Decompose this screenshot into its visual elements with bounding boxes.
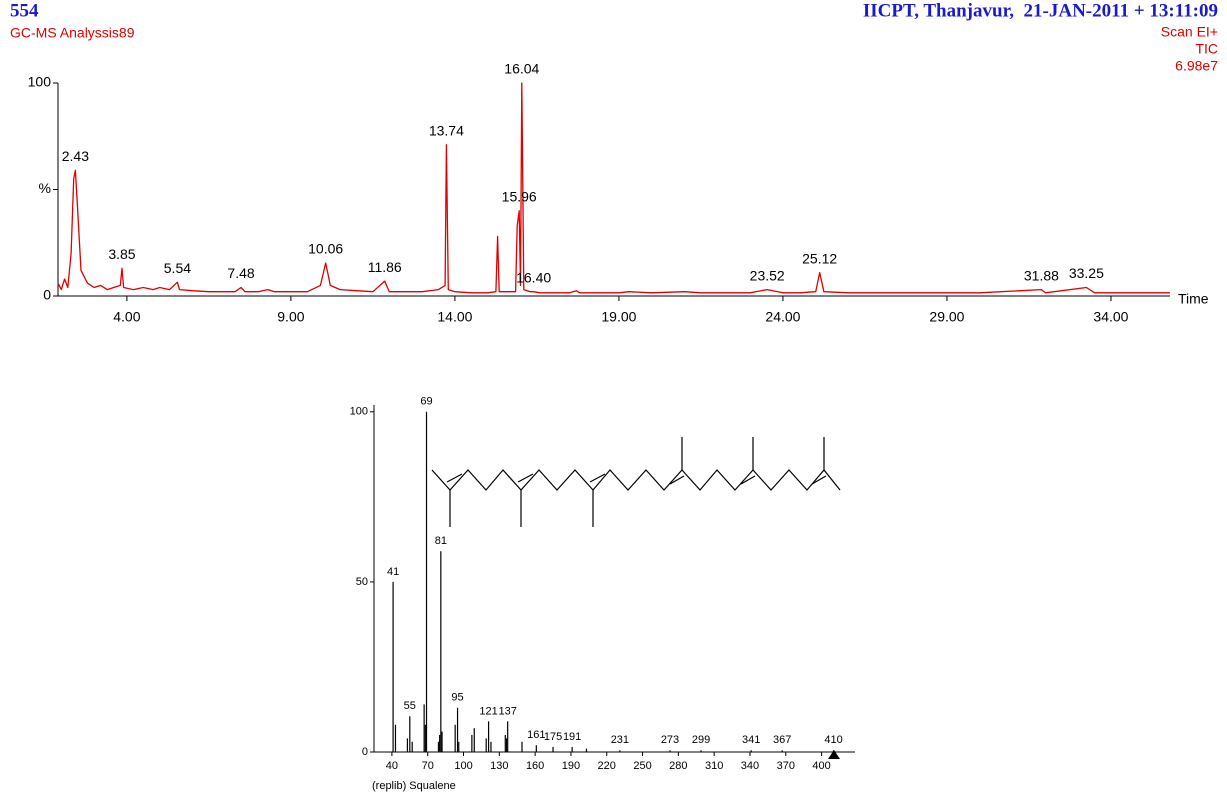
x-tick-label: 400 xyxy=(812,760,830,772)
x-tick-label: 310 xyxy=(705,760,723,772)
x-tick-label: 24.00 xyxy=(765,309,800,325)
peak-label: 231 xyxy=(611,734,629,746)
x-tick-label: 14.00 xyxy=(437,309,472,325)
peak-label: 10.06 xyxy=(308,241,343,257)
x-axis-label: Time xyxy=(1178,291,1209,307)
peak-label: 191 xyxy=(563,731,581,743)
x-tick-label: 70 xyxy=(422,760,434,772)
peak-label: 341 xyxy=(742,734,760,746)
peak-label: 175 xyxy=(544,731,562,743)
x-tick-label: 130 xyxy=(490,760,508,772)
peak-label: 16.04 xyxy=(504,61,539,77)
y-tick-label: 0 xyxy=(43,287,51,303)
double-bond xyxy=(446,473,463,483)
peak-label: 11.86 xyxy=(368,259,402,275)
y-tick-label: 50 xyxy=(356,576,368,588)
peak-label: 16.40 xyxy=(516,269,551,285)
peak-label: 23.52 xyxy=(750,267,785,283)
scan-info: Scan EI+ xyxy=(1161,24,1218,40)
y-tick-label: 100 xyxy=(28,74,52,90)
peak-label: 25.12 xyxy=(802,250,837,266)
double-bond xyxy=(589,473,606,483)
x-tick-label: 4.00 xyxy=(113,309,140,325)
y-tick-label: 0 xyxy=(362,746,368,758)
x-tick-label: 220 xyxy=(598,760,616,772)
peak-label: 410 xyxy=(824,734,842,746)
parent-ion-marker xyxy=(828,750,840,759)
sample-id: 554 xyxy=(10,0,39,21)
y-tick-label: 100 xyxy=(350,406,368,418)
x-tick-label: 29.00 xyxy=(929,309,964,325)
peak-label: 3.85 xyxy=(108,246,135,262)
peak-label: 2.43 xyxy=(62,148,89,164)
molecule-structure xyxy=(431,437,841,527)
peak-label: 5.54 xyxy=(164,260,191,276)
double-bond xyxy=(811,475,827,485)
chart-title: IICPT, Thanjavur, 21-JAN-2011 + 13:11:09 xyxy=(863,0,1218,21)
chart-subtitle: GC-MS Analyssis89 xyxy=(10,25,135,41)
x-tick-label: 40 xyxy=(386,760,398,772)
peak-label: 41 xyxy=(387,566,399,578)
peak-label: 15.96 xyxy=(502,189,537,205)
y-tick-label: % xyxy=(39,180,51,196)
peak-label: 367 xyxy=(773,734,791,746)
peak-label: 161 xyxy=(527,729,545,741)
caption: (replib) Squalene xyxy=(372,780,456,792)
x-tick-label: 370 xyxy=(777,760,795,772)
peak-label: 121 xyxy=(479,705,497,717)
peak-label: 299 xyxy=(692,734,710,746)
peak-label: 273 xyxy=(661,734,679,746)
x-tick-label: 160 xyxy=(526,760,544,772)
peak-label: 69 xyxy=(420,396,432,408)
tic-trace xyxy=(57,82,1170,294)
peak-label: 81 xyxy=(435,535,447,547)
x-tick-label: 340 xyxy=(741,760,759,772)
scan-info: TIC xyxy=(1195,41,1218,57)
x-tick-label: 9.00 xyxy=(277,309,304,325)
peak-label: 95 xyxy=(451,692,463,704)
x-tick-label: 100 xyxy=(454,760,472,772)
scan-info: 6.98e7 xyxy=(1175,58,1218,74)
peak-label: 33.25 xyxy=(1069,265,1104,281)
x-tick-label: 34.00 xyxy=(1093,309,1128,325)
carbon-chain xyxy=(431,469,841,491)
peak-label: 137 xyxy=(498,705,516,717)
x-tick-label: 280 xyxy=(669,760,687,772)
peak-label: 13.74 xyxy=(429,122,464,138)
x-tick-label: 250 xyxy=(633,760,651,772)
x-tick-label: 19.00 xyxy=(601,309,636,325)
peak-label: 31.88 xyxy=(1024,267,1059,283)
peak-label: 55 xyxy=(404,700,416,712)
x-tick-label: 190 xyxy=(562,760,580,772)
double-bond xyxy=(669,475,685,485)
double-bond xyxy=(740,475,756,485)
peak-label: 7.48 xyxy=(227,265,254,281)
double-bond xyxy=(517,473,534,483)
